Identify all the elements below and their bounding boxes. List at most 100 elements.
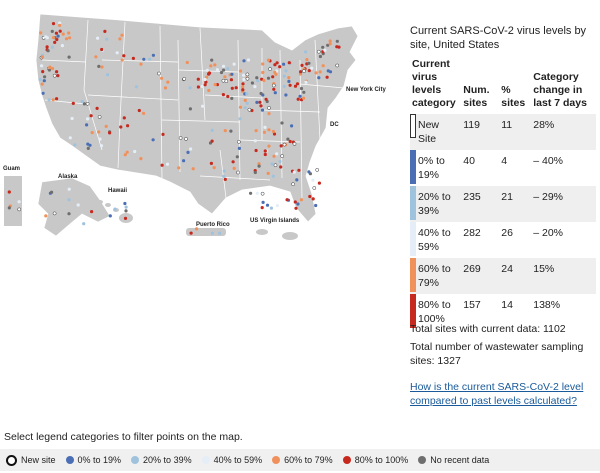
site-dot[interactable]	[295, 82, 300, 86]
site-dot[interactable]	[282, 142, 287, 147]
site-dot[interactable]	[46, 49, 50, 53]
site-dot[interactable]	[245, 92, 249, 96]
site-dot[interactable]	[302, 96, 306, 100]
site-dot[interactable]	[161, 132, 165, 136]
site-dot[interactable]	[308, 194, 312, 199]
filter-item[interactable]: 80% to 100%	[342, 455, 408, 465]
site-dot[interactable]	[238, 69, 243, 73]
site-dot[interactable]	[89, 114, 93, 118]
site-dot[interactable]	[40, 55, 45, 59]
site-dot[interactable]	[207, 71, 212, 75]
site-dot[interactable]	[90, 210, 94, 214]
site-dot[interactable]	[82, 102, 86, 106]
site-dot[interactable]	[246, 58, 251, 62]
site-dot[interactable]	[230, 96, 234, 100]
site-dot[interactable]	[255, 100, 259, 104]
site-dot[interactable]	[80, 99, 84, 104]
site-dot[interactable]	[293, 84, 298, 88]
site-dot[interactable]	[241, 85, 245, 89]
site-dot[interactable]	[288, 139, 292, 144]
site-dot[interactable]	[284, 93, 288, 97]
site-dot[interactable]	[335, 63, 340, 68]
site-dot[interactable]	[269, 206, 273, 210]
site-dot[interactable]	[337, 45, 341, 49]
site-dot[interactable]	[126, 124, 130, 128]
site-dot[interactable]	[122, 116, 126, 120]
filter-item[interactable]: No recent data	[418, 455, 489, 465]
site-dot[interactable]	[245, 101, 249, 105]
site-dot[interactable]	[212, 166, 216, 170]
site-dot[interactable]	[271, 83, 276, 88]
site-dot[interactable]	[48, 66, 52, 70]
site-dot[interactable]	[232, 166, 236, 170]
site-dot[interactable]	[253, 139, 257, 143]
site-dot[interactable]	[236, 170, 240, 175]
site-dot[interactable]	[125, 150, 129, 154]
site-dot[interactable]	[205, 75, 209, 79]
site-dot[interactable]	[287, 76, 291, 80]
site-dot[interactable]	[39, 31, 43, 35]
site-dot[interactable]	[262, 78, 266, 83]
site-dot[interactable]	[185, 60, 189, 65]
site-dot[interactable]	[96, 36, 100, 40]
site-dot[interactable]	[312, 186, 317, 190]
site-dot[interactable]	[271, 75, 275, 79]
site-dot[interactable]	[151, 138, 155, 142]
site-dot[interactable]	[272, 154, 276, 158]
site-dot[interactable]	[200, 84, 204, 88]
site-dot[interactable]	[275, 204, 279, 208]
site-dot[interactable]	[257, 162, 261, 166]
site-dot[interactable]	[47, 98, 51, 102]
site-dot[interactable]	[254, 148, 258, 153]
site-dot[interactable]	[314, 71, 318, 75]
site-dot[interactable]	[142, 57, 146, 61]
site-dot[interactable]	[299, 86, 304, 91]
site-dot[interactable]	[325, 75, 329, 79]
site-dot[interactable]	[160, 76, 164, 80]
site-dot[interactable]	[52, 211, 57, 216]
site-dot[interactable]	[142, 111, 146, 115]
site-dot[interactable]	[266, 76, 271, 80]
site-dot[interactable]	[94, 55, 98, 59]
site-dot[interactable]	[261, 70, 265, 75]
site-dot[interactable]	[76, 203, 80, 207]
site-dot[interactable]	[253, 170, 257, 175]
site-dot[interactable]	[58, 21, 62, 25]
site-dot[interactable]	[268, 67, 272, 71]
site-dot[interactable]	[73, 143, 77, 147]
site-dot[interactable]	[242, 59, 246, 63]
site-dot[interactable]	[273, 163, 278, 168]
site-dot[interactable]	[151, 53, 155, 57]
site-dot[interactable]	[275, 61, 279, 65]
site-dot[interactable]	[273, 70, 277, 74]
site-dot[interactable]	[188, 86, 192, 90]
site-dot[interactable]	[41, 91, 45, 95]
site-dot[interactable]	[90, 131, 94, 135]
site-dot[interactable]	[213, 83, 217, 87]
site-dot[interactable]	[97, 64, 101, 68]
site-dot[interactable]	[204, 80, 208, 84]
site-dot[interactable]	[67, 198, 71, 202]
site-dot[interactable]	[237, 139, 241, 144]
site-dot[interactable]	[241, 88, 245, 92]
site-dot[interactable]	[210, 139, 214, 143]
site-dot[interactable]	[265, 203, 270, 207]
site-dot[interactable]	[139, 62, 143, 66]
site-dot[interactable]	[282, 84, 286, 88]
site-dot[interactable]	[272, 87, 276, 91]
site-dot[interactable]	[38, 77, 42, 81]
site-dot[interactable]	[249, 191, 253, 195]
site-dot[interactable]	[235, 155, 239, 159]
site-dot[interactable]	[177, 166, 181, 170]
site-dot[interactable]	[131, 56, 135, 61]
site-dot[interactable]	[51, 36, 56, 40]
site-dot[interactable]	[120, 58, 124, 62]
site-dot[interactable]	[95, 106, 99, 110]
filter-item[interactable]: New site	[6, 454, 56, 466]
site-dot[interactable]	[215, 68, 219, 72]
site-dot[interactable]	[210, 128, 214, 132]
site-dot[interactable]	[323, 48, 327, 52]
site-dot[interactable]	[86, 117, 90, 121]
site-dot[interactable]	[40, 82, 44, 86]
site-dot[interactable]	[105, 73, 110, 77]
